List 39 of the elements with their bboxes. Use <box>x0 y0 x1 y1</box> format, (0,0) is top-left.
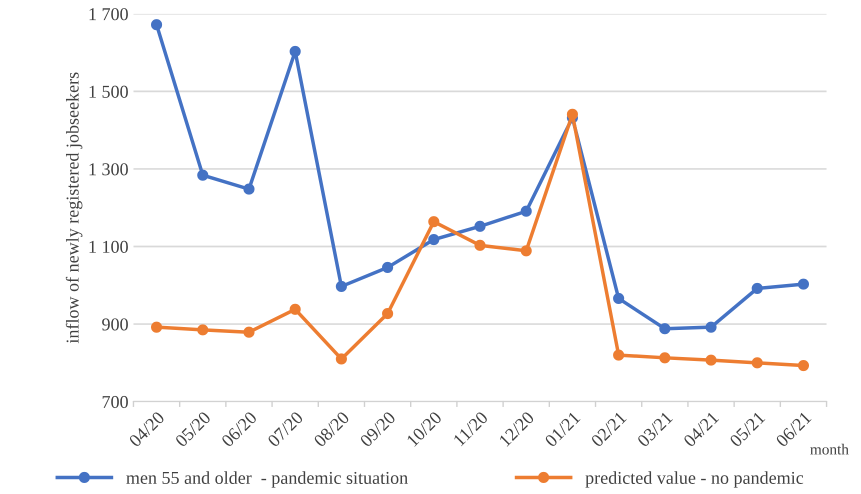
y-tick-label: 1 500 <box>90 86 128 98</box>
point <box>474 240 486 251</box>
y-axis-title: inflow of newly registered jobseekers <box>66 72 82 344</box>
point <box>151 322 162 333</box>
point <box>428 216 440 228</box>
point <box>566 108 578 120</box>
point <box>705 354 717 366</box>
point <box>197 170 208 181</box>
point <box>336 353 347 365</box>
x-axis-title: month <box>810 444 849 455</box>
point <box>520 245 532 256</box>
point <box>613 350 624 361</box>
point <box>290 304 301 315</box>
y-tick-label: 700 <box>102 396 128 408</box>
point <box>336 280 347 292</box>
point <box>243 326 255 338</box>
point <box>705 322 717 333</box>
point <box>197 324 208 336</box>
y-tick-label: 1 300 <box>90 163 128 176</box>
point <box>290 46 301 58</box>
point <box>659 323 670 334</box>
point <box>151 19 162 30</box>
legend-label: men 55 and older - pandemic situation <box>126 471 408 488</box>
point <box>428 234 440 246</box>
point <box>798 360 810 372</box>
point <box>243 184 255 195</box>
y-tick-label: 1 700 <box>90 8 128 20</box>
point <box>613 292 624 304</box>
point <box>659 352 670 364</box>
point <box>752 357 763 368</box>
point <box>520 206 532 217</box>
point <box>474 220 486 232</box>
point <box>752 282 763 294</box>
point <box>798 278 810 290</box>
point <box>382 262 394 274</box>
legend-label: predicted value - no pandemic <box>585 471 804 488</box>
point <box>382 308 394 320</box>
y-tick-label: 1 100 <box>90 240 128 253</box>
y-tick-label: 900 <box>102 318 128 331</box>
